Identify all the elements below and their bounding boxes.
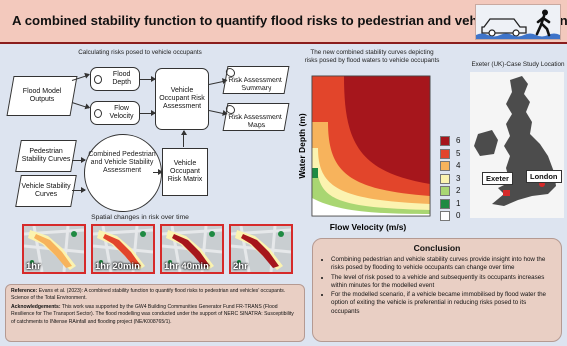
- legend-label: 3: [456, 173, 461, 183]
- plot-frame: [311, 75, 431, 217]
- clock-icon: [94, 108, 102, 118]
- ireland-shape: [474, 130, 498, 156]
- chart-title: The new combined stability curves depict…: [304, 49, 440, 65]
- arrow: [140, 76, 156, 82]
- legend-label: 4: [456, 161, 461, 170]
- frame-time-label: 1hr 40min: [164, 261, 209, 272]
- legend-swatch: [440, 161, 450, 171]
- header-icons: [475, 4, 561, 40]
- map-title: Exeter (UK)-Case Study Location: [471, 61, 565, 68]
- conclusion-box: Conclusion Combining pedestrian and vehi…: [312, 238, 562, 342]
- risk-assessment-box: Vehicle Occupant Risk Assessment: [155, 68, 209, 130]
- zone-0: [312, 198, 430, 216]
- risk-map-frame: 1hr: [22, 224, 86, 274]
- reference-paragraph: Reference: Evans et al. (2023): A combin…: [11, 288, 286, 302]
- combined-assessment-circle: [84, 134, 162, 212]
- y-axis-label: Water Depth (m): [298, 113, 307, 178]
- conclusion-point: Combining pedestrian and vehicle stabili…: [331, 256, 553, 273]
- risk-map-image: [93, 226, 153, 272]
- header-banner: A combined stability function to quantif…: [0, 0, 567, 44]
- clock-icon: [94, 74, 103, 84]
- risk-map-image: [24, 226, 84, 272]
- stability-chart: Flow Velocity (m/s) Water Depth (m): [298, 75, 431, 232]
- legend-label: 5: [456, 148, 461, 158]
- risk-maps-box: Risk Assessment Maps: [222, 103, 290, 131]
- x-axis-label: Flow Velocity (m/s): [330, 222, 407, 232]
- pedestrian-curves-box: Pedestrian Stability Curves: [15, 140, 77, 172]
- zone-2: [312, 176, 430, 216]
- risk-summary-box: Risk Assessment Summary: [222, 66, 290, 94]
- timeline-title: Spatial changes in risk over time: [91, 214, 189, 221]
- legend-label: 2: [456, 186, 461, 195]
- flow-velocity-box: Flow Velocity: [90, 101, 140, 125]
- zone-3: [312, 148, 430, 216]
- arrow: [72, 187, 86, 193]
- car-icon: [476, 18, 560, 39]
- zone-1: [312, 168, 318, 178]
- reference-box: Reference: Evans et al. (2023): A combin…: [5, 284, 305, 342]
- legend-swatch: [440, 173, 450, 184]
- conclusion-point: For the modelled scenario, if a vehicle …: [331, 291, 553, 316]
- arrow: [153, 169, 163, 175]
- arrow: [71, 102, 90, 109]
- frame-time-label: 1hr 20min: [95, 261, 140, 272]
- arrow: [140, 110, 156, 116]
- legend-swatch: [440, 148, 450, 159]
- london-label: London: [526, 170, 562, 183]
- legend-label: 6: [456, 136, 461, 145]
- legend-label: 0: [456, 211, 461, 220]
- arrow: [208, 110, 227, 115]
- arrow: [72, 157, 86, 163]
- conclusion-title: Conclusion: [413, 243, 461, 253]
- combined-assessment-label: Combined Pedestrian and Vehicle Stabilit…: [88, 151, 156, 175]
- frame-time-label: 2hr: [233, 261, 248, 272]
- conclusion-point: The level of risk posed to a vehicle and…: [331, 274, 553, 291]
- risk-map-frame: 1hr 20min: [91, 224, 155, 274]
- risk-matrix-box: Vehicle Occupant Risk Matrix: [162, 148, 208, 196]
- uk-map: [470, 72, 564, 218]
- exeter-marker: [503, 190, 510, 196]
- conclusion-list: Combining pedestrian and vehicle stabili…: [321, 256, 553, 316]
- clock-icon: [225, 67, 236, 77]
- risk-map-frame: 2hr: [229, 224, 293, 274]
- arrow: [183, 131, 184, 147]
- acknowledgements-paragraph: Acknowledgements: This work was supporte…: [11, 304, 294, 325]
- vehicle-curves-box: Vehicle Stability Curves: [15, 175, 77, 207]
- legend-label: 1: [456, 198, 461, 208]
- exeter-label: Exeter: [482, 172, 513, 185]
- flood-depth-box: Flood Depth: [90, 67, 140, 91]
- pedestrian-icon: [535, 9, 551, 37]
- frame-time-label: 1hr: [26, 261, 41, 272]
- risk-map-image: [162, 226, 222, 272]
- risk-map-image: [231, 226, 291, 272]
- flood-model-outputs: Flood Model Outputs: [6, 76, 78, 116]
- legend-swatch: [440, 186, 450, 196]
- risk-map-frame: 1hr 40min: [160, 224, 224, 274]
- legend-swatch: [440, 136, 450, 146]
- page-title: A combined stability function to quantif…: [12, 13, 567, 28]
- flow-title: Calculating risks posed to vehicle occup…: [78, 49, 202, 56]
- legend-swatch: [440, 211, 450, 221]
- legend-swatch: [440, 198, 450, 209]
